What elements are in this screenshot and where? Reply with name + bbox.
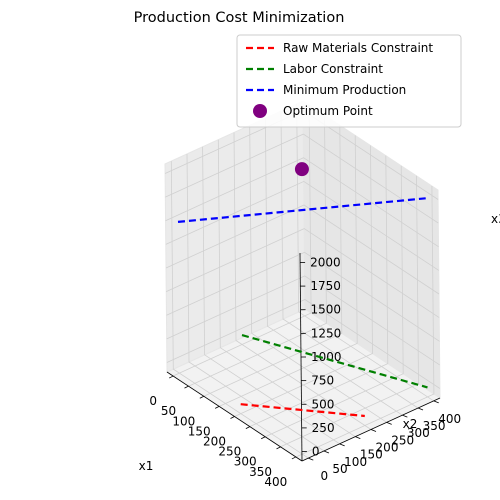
y-tick-label: 0 (320, 469, 328, 483)
x-tick-label: 400 (264, 475, 287, 489)
x-tick-label: 50 (161, 404, 176, 418)
x-tick-label: 200 (203, 435, 226, 449)
x-axis-label: x1 (139, 459, 154, 473)
x-tick-mark (245, 426, 251, 429)
y-tick-mark (386, 421, 392, 425)
z-tick-label: 250 (312, 421, 335, 435)
y-tick-label: 250 (391, 433, 414, 447)
z-tick-label: 2000 (310, 255, 341, 269)
y-gridline (186, 153, 325, 452)
y-gridline (233, 132, 372, 430)
x-gridline (280, 175, 419, 448)
y-gridline (170, 161, 309, 459)
y-tick-mark (417, 407, 424, 411)
z-axis-label: x3 (491, 212, 500, 226)
y-gridline (280, 110, 419, 409)
y-gridline (249, 125, 387, 423)
x-gridline (172, 104, 312, 377)
x-tick-label: 250 (218, 445, 241, 459)
legend-marker-swatch (253, 104, 267, 118)
y-tick-mark (355, 436, 361, 440)
x-tick-mark (230, 416, 235, 419)
optimum-point-marker (294, 162, 309, 177)
x-gridline (295, 185, 435, 458)
z-tick-label: 1500 (311, 303, 342, 317)
x-tick-label: 150 (188, 424, 211, 438)
z-gridline (165, 157, 439, 248)
z-tick-label: 500 (311, 397, 334, 411)
legend: Raw Materials Constraint Labor Constraint… (236, 34, 462, 128)
z-tick-label: 750 (311, 374, 334, 388)
x-tick-mark (214, 406, 220, 409)
z-gridline (166, 251, 440, 342)
chart-title: Production Cost Minimization (134, 10, 345, 26)
x-gridline (234, 145, 373, 417)
y-tick-label: 350 (423, 419, 446, 433)
y-tick-label: 100 (344, 455, 367, 469)
y-tick-mark (370, 429, 377, 432)
z-gridline (166, 299, 441, 389)
y-tick-label: 50 (332, 462, 347, 476)
x-tick-label: 0 (149, 394, 157, 408)
x-gridline (203, 125, 343, 397)
z-tick-label: 1750 (310, 279, 341, 293)
y-tick-mark (308, 457, 314, 461)
legend-box (236, 34, 462, 128)
x-tick-mark (276, 446, 281, 450)
x-tick-mark (199, 395, 204, 399)
x-tick-mark (291, 456, 297, 460)
z-tick-label: 1250 (311, 326, 342, 340)
y-tick-mark (339, 443, 345, 447)
x-gridline (265, 165, 404, 438)
x-tick-mark (261, 436, 266, 440)
z-tick-label: 0 (312, 445, 320, 459)
x-gridline (188, 115, 327, 387)
y-gridline (265, 118, 403, 416)
series-line (241, 334, 428, 389)
legend-entry-label: Raw Materials Constraint (283, 41, 433, 55)
y-tick-label: 200 (376, 441, 399, 455)
z-tick-label: 1000 (311, 350, 342, 364)
y-axis-label: x2 (403, 417, 418, 431)
y-tick-label: 400 (438, 412, 461, 426)
x-tick-mark (184, 385, 189, 389)
x-tick-label: 350 (249, 465, 272, 479)
y-tick-label: 150 (360, 448, 383, 462)
z-gridline (166, 228, 440, 318)
series-line (240, 403, 365, 418)
y-tick-label: 300 (407, 426, 430, 440)
y-tick-mark (323, 450, 330, 454)
x-tick-mark (168, 375, 174, 379)
x-gridline (249, 155, 389, 427)
z-gridline (165, 204, 440, 295)
z-gridline (166, 275, 440, 366)
x-tick-label: 100 (172, 414, 195, 428)
z-gridline (165, 133, 439, 224)
legend-entry-label: Labor Constraint (283, 62, 383, 76)
plot-series (177, 162, 428, 418)
legend-entry-label: Minimum Production (283, 83, 406, 97)
y-tick-mark (402, 414, 408, 418)
z-gridline (165, 180, 440, 271)
series-line (177, 197, 426, 223)
legend-entry-label: Optimum Point (283, 104, 373, 118)
y-gridline (217, 139, 356, 438)
x-tick-label: 300 (234, 455, 257, 469)
y-gridline (202, 146, 340, 445)
y-tick-mark (433, 400, 439, 404)
